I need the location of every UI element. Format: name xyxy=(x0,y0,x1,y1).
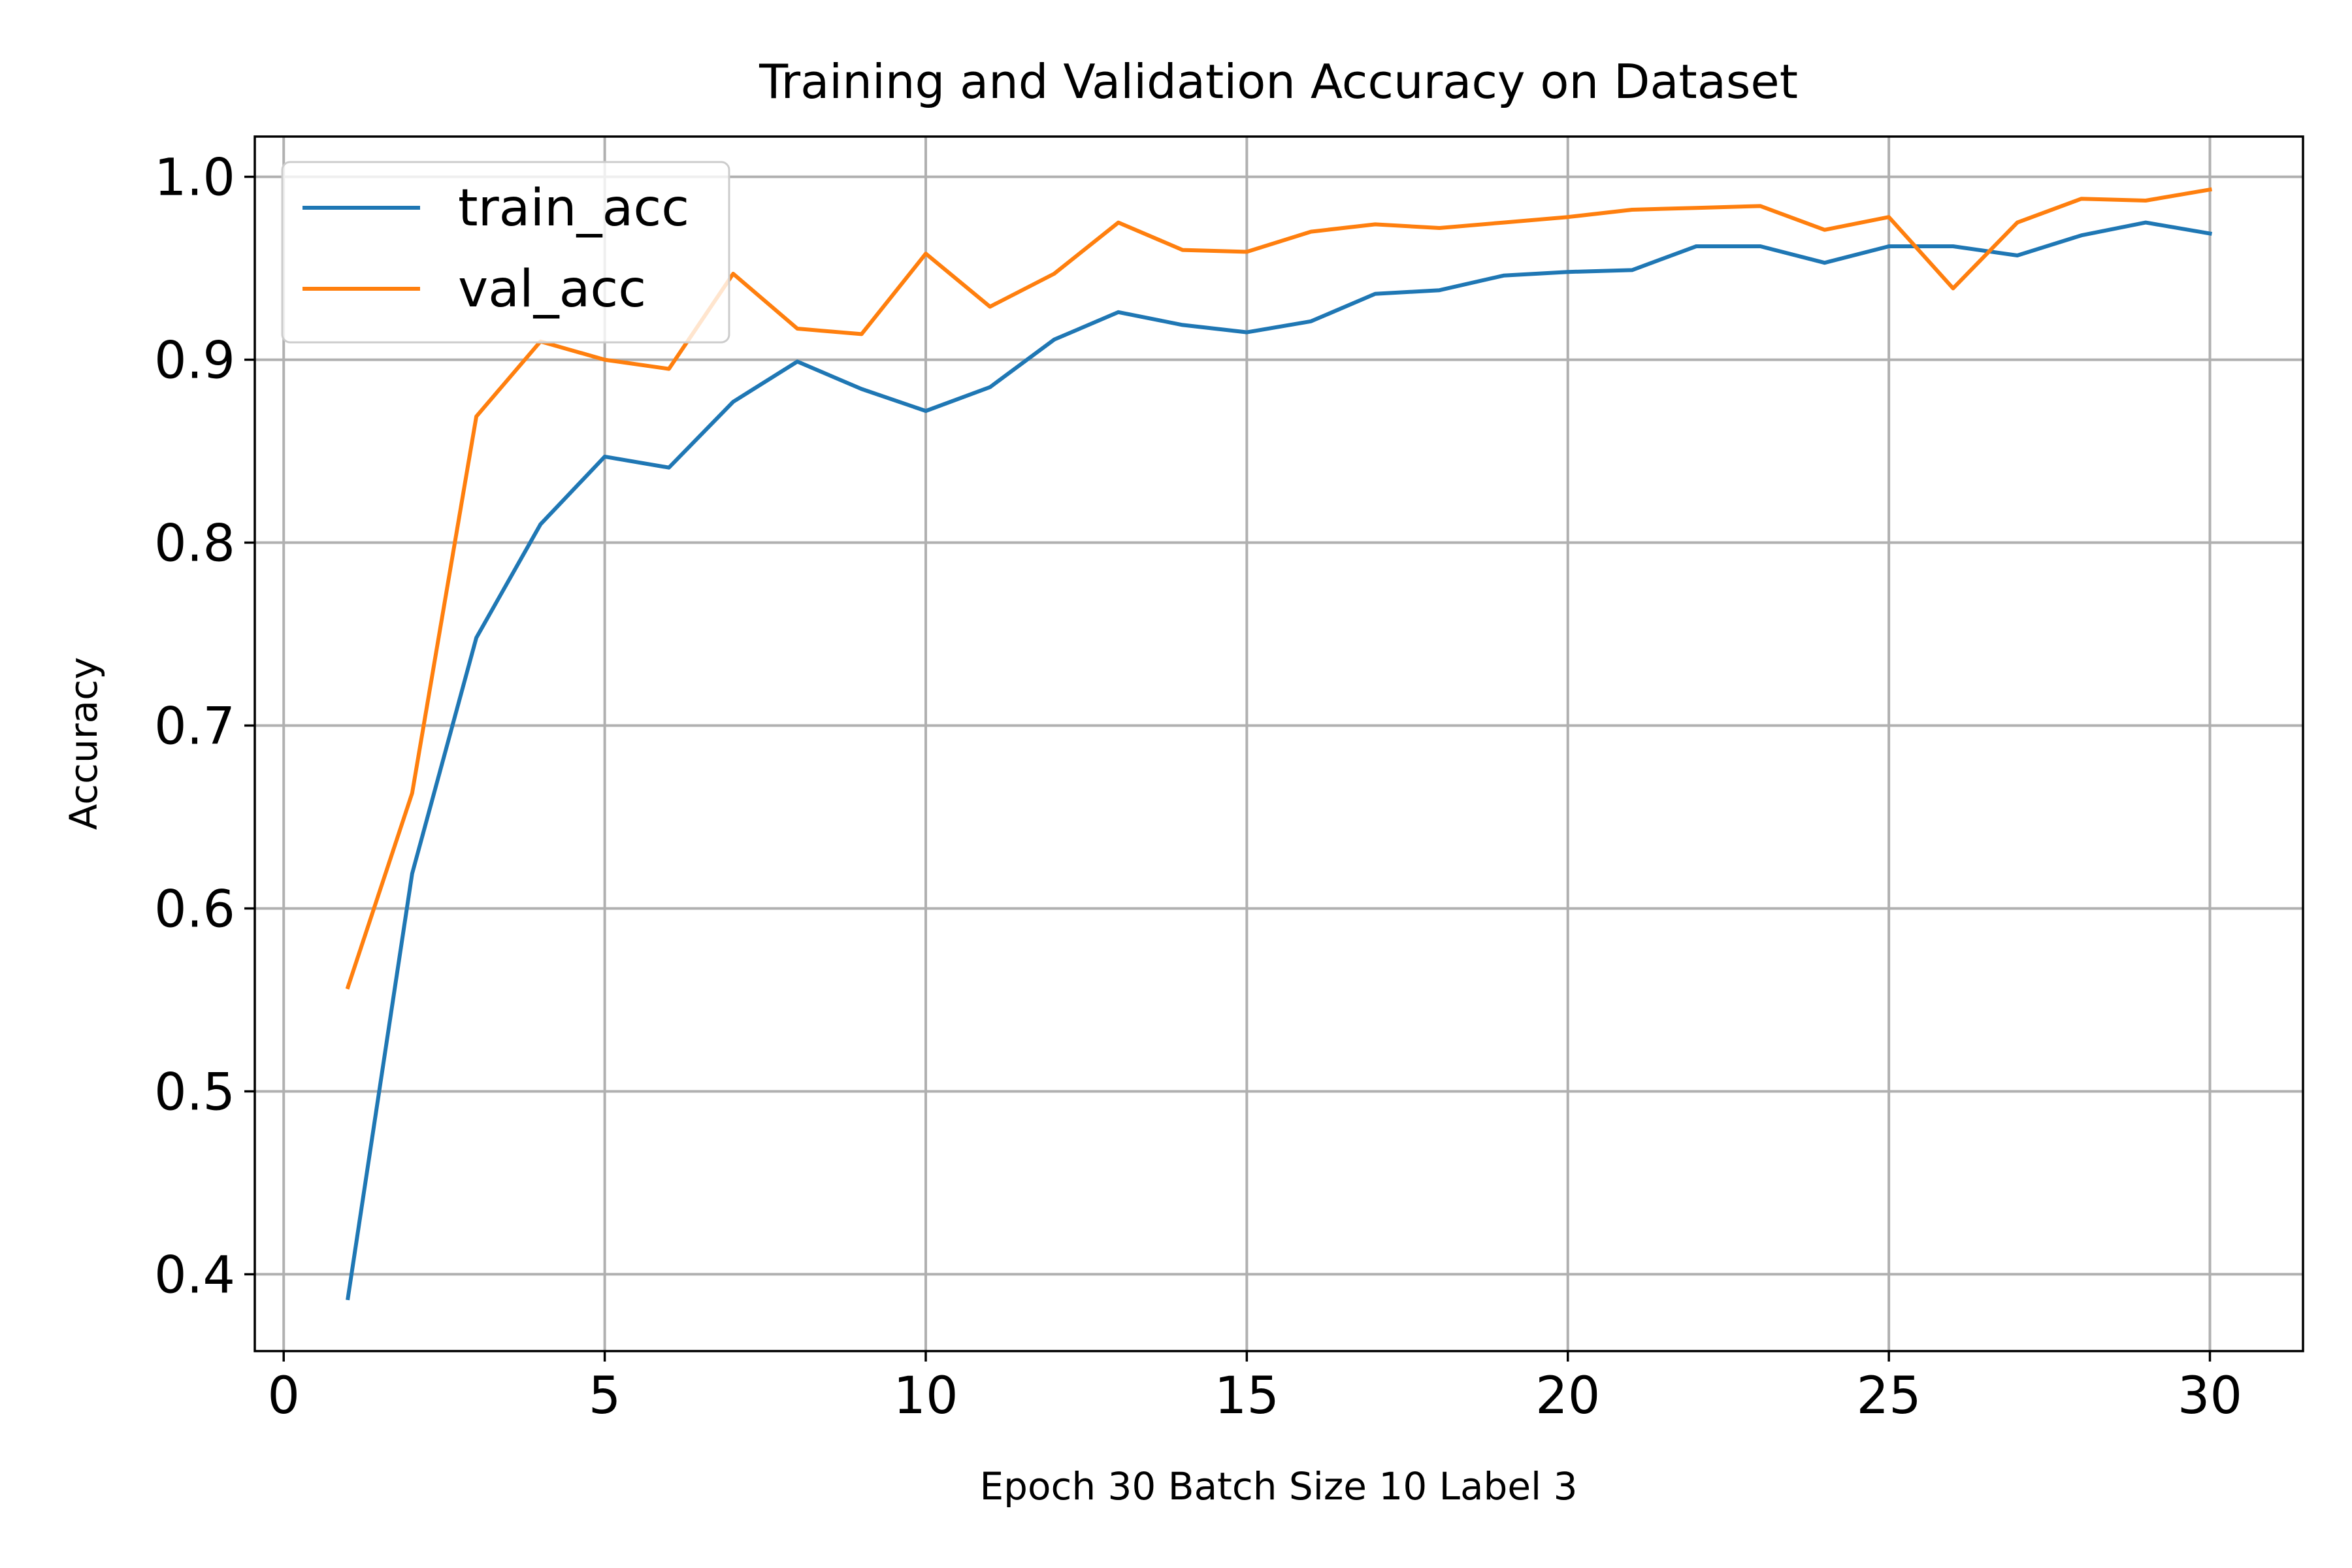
plot-frame xyxy=(253,135,2304,1352)
legend: train_acc val_acc xyxy=(281,161,730,344)
series-lines xyxy=(345,187,2212,1301)
x-tick-label: 25 xyxy=(1856,1367,1921,1426)
x-tick-label: 10 xyxy=(893,1367,958,1426)
y-tick-label: 0.8 xyxy=(154,515,235,574)
x-tick-label: 0 xyxy=(267,1367,300,1426)
x-tick-label: 15 xyxy=(1215,1367,1279,1426)
axis-ticks: 0 5 10 15 20 25 30 0.4 0.5 0.6 0.7 0.8 0.9 1.0 xyxy=(154,149,2242,1426)
y-tick-label: 0.5 xyxy=(154,1063,235,1122)
x-tick-label: 5 xyxy=(589,1367,621,1426)
x-tick-label: 30 xyxy=(2178,1367,2242,1426)
legend-label-val-acc: val_acc xyxy=(458,260,646,319)
y-tick-label: 1.0 xyxy=(154,149,235,208)
grid xyxy=(255,137,2303,1351)
series-line-val-acc xyxy=(345,187,2212,990)
x-axis-label: Epoch 30 Batch Size 10 Label 3 xyxy=(980,1464,1578,1509)
y-tick-label: 0.6 xyxy=(154,880,235,939)
y-tick-label: 0.9 xyxy=(154,332,235,391)
chart-title: Training and Validation Accuracy on Data… xyxy=(759,54,1798,109)
y-tick-label: 0.7 xyxy=(154,698,235,757)
y-axis-label: Accuracy xyxy=(61,657,106,830)
y-tick-label: 0.4 xyxy=(154,1246,235,1305)
series-line-train-acc xyxy=(346,220,2212,1301)
legend-label-train-acc: train_acc xyxy=(458,179,689,238)
x-tick-label: 20 xyxy=(1535,1367,1600,1426)
